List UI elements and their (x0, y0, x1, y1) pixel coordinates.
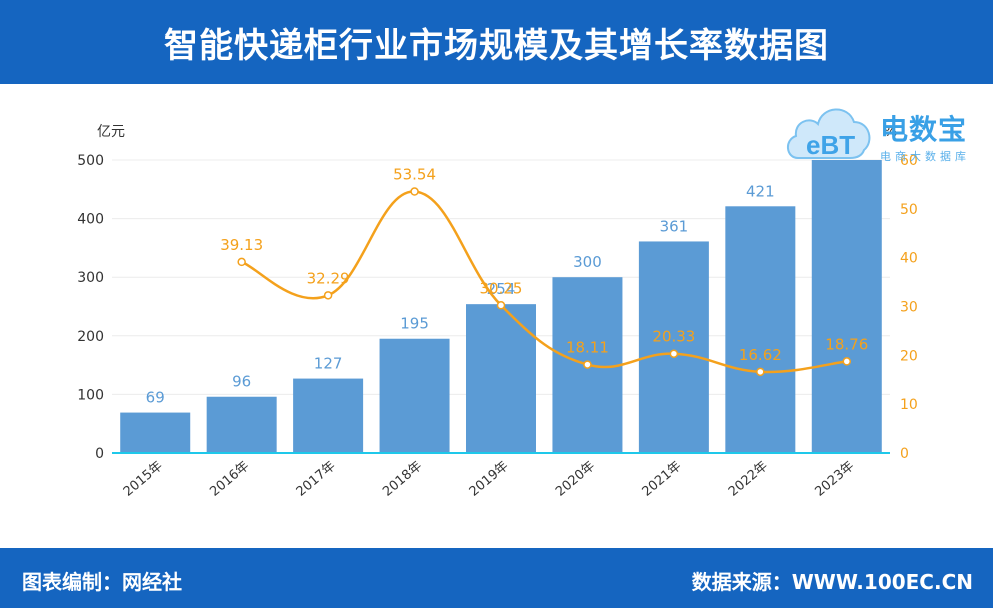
footer-bar: 图表编制：网经社 数据来源：WWW.100EC.CN (0, 548, 993, 608)
y-left-tick-label: 400 (77, 212, 104, 228)
y-right-tick-label: 0 (900, 446, 909, 462)
bar-value-label: 195 (400, 315, 429, 333)
growth-rate-line (241, 190, 847, 374)
line-value-label: 20.33 (652, 328, 695, 346)
watermark-logo: eBT 电数宝 电商大数据库 (784, 92, 984, 172)
y-left-tick-label: 500 (77, 153, 104, 169)
bar (293, 378, 364, 453)
x-tick-label: 2021年 (640, 459, 685, 500)
y-right-tick-label: 60 (900, 153, 918, 169)
bar-line-chart: 0 100 200 300 400 500 0 10 20 30 40 50 60 亿元 % 69 96 127 1… (77, 124, 918, 500)
line-value-label: 39.13 (220, 236, 263, 254)
line-point (756, 367, 765, 377)
x-tick-label: 2023年 (812, 459, 857, 500)
watermark-brand: 电数宝 (880, 113, 968, 146)
y-right-tick-label: 30 (900, 300, 918, 316)
cloud-ebt-logo-icon: eBT (787, 108, 871, 160)
line-value-label: 16.62 (739, 346, 782, 364)
x-tick-label: 2016年 (207, 459, 252, 500)
line-point (237, 257, 246, 267)
line-value-label: 18.11 (566, 339, 609, 357)
y-right-axis-label: % (884, 124, 897, 140)
y-right-tick-label: 10 (900, 397, 918, 413)
line-point (323, 291, 333, 300)
y-right-tick-label: 50 (900, 202, 918, 218)
y-left-tick-label: 200 (77, 329, 104, 345)
data-source: 数据来源：WWW.100EC.CN (691, 570, 973, 594)
bar (638, 241, 709, 453)
svg-text:eBT: eBT (806, 130, 855, 160)
chart-title: 智能快递柜行业市场规模及其增长率数据图 (164, 25, 829, 66)
x-tick-label: 2020年 (553, 459, 598, 500)
bar (379, 338, 450, 453)
bar-value-label: 127 (314, 355, 343, 373)
x-tick-label: 2017年 (294, 459, 339, 500)
title-banner: 智能快递柜行业市场规模及其增长率数据图 (0, 0, 993, 84)
bar-value-label: 421 (746, 182, 775, 200)
y-right-tick-label: 40 (900, 251, 918, 267)
watermark-tagline: 电商大数据库 (880, 150, 970, 163)
bar-value-label: 69 (146, 389, 165, 407)
y-left-tick-label: 0 (95, 446, 104, 462)
y-left-axis-label: 亿元 (97, 124, 125, 140)
line-point (583, 360, 592, 369)
x-tick-label: 2015年 (121, 459, 166, 500)
bar-value-label: 300 (573, 253, 602, 271)
line-value-label: 18.76 (825, 335, 868, 353)
line-point (669, 349, 679, 358)
bar (811, 160, 882, 453)
line-point (496, 301, 506, 310)
bar (466, 304, 536, 453)
bar-value-label: 254 (487, 280, 516, 298)
line-value-label: 53.54 (393, 166, 436, 184)
line-point (842, 357, 852, 366)
x-tick-label: 2019年 (467, 459, 512, 500)
y-left-tick-label: 100 (77, 387, 104, 403)
y-right-tick-label: 20 (900, 348, 918, 364)
line-point (410, 187, 419, 196)
line-value-label: 32.29 (307, 269, 350, 287)
bar (120, 412, 191, 453)
bar-value-label: 361 (660, 217, 689, 235)
bar (725, 206, 796, 453)
bar-value-label: 96 (232, 373, 251, 391)
y-left-tick-label: 300 (77, 270, 104, 286)
x-tick-label: 2018年 (380, 459, 425, 500)
bar (206, 396, 277, 453)
x-tick-label: 2022年 (726, 459, 771, 500)
chart-credit: 图表编制：网经社 (22, 570, 182, 594)
line-value-label: 30.25 (480, 279, 523, 297)
